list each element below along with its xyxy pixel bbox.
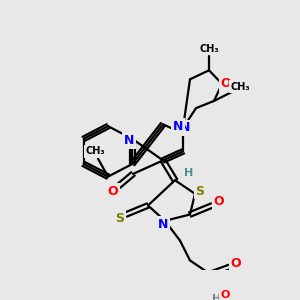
Text: CH₃: CH₃ (199, 44, 219, 54)
Text: CH₃: CH₃ (85, 146, 105, 156)
Text: O: O (231, 257, 241, 270)
Text: O: O (214, 195, 224, 208)
Text: O: O (108, 184, 118, 198)
Text: O: O (221, 77, 231, 90)
Text: CH₃: CH₃ (230, 82, 250, 92)
Text: N: N (173, 120, 183, 133)
Text: S: S (196, 184, 205, 198)
Text: H: H (212, 294, 222, 300)
Text: N: N (180, 122, 190, 134)
Text: N: N (158, 218, 168, 231)
Text: S: S (116, 212, 124, 225)
Text: N: N (124, 134, 134, 147)
Text: H: H (184, 168, 194, 178)
Text: O: O (220, 290, 230, 300)
